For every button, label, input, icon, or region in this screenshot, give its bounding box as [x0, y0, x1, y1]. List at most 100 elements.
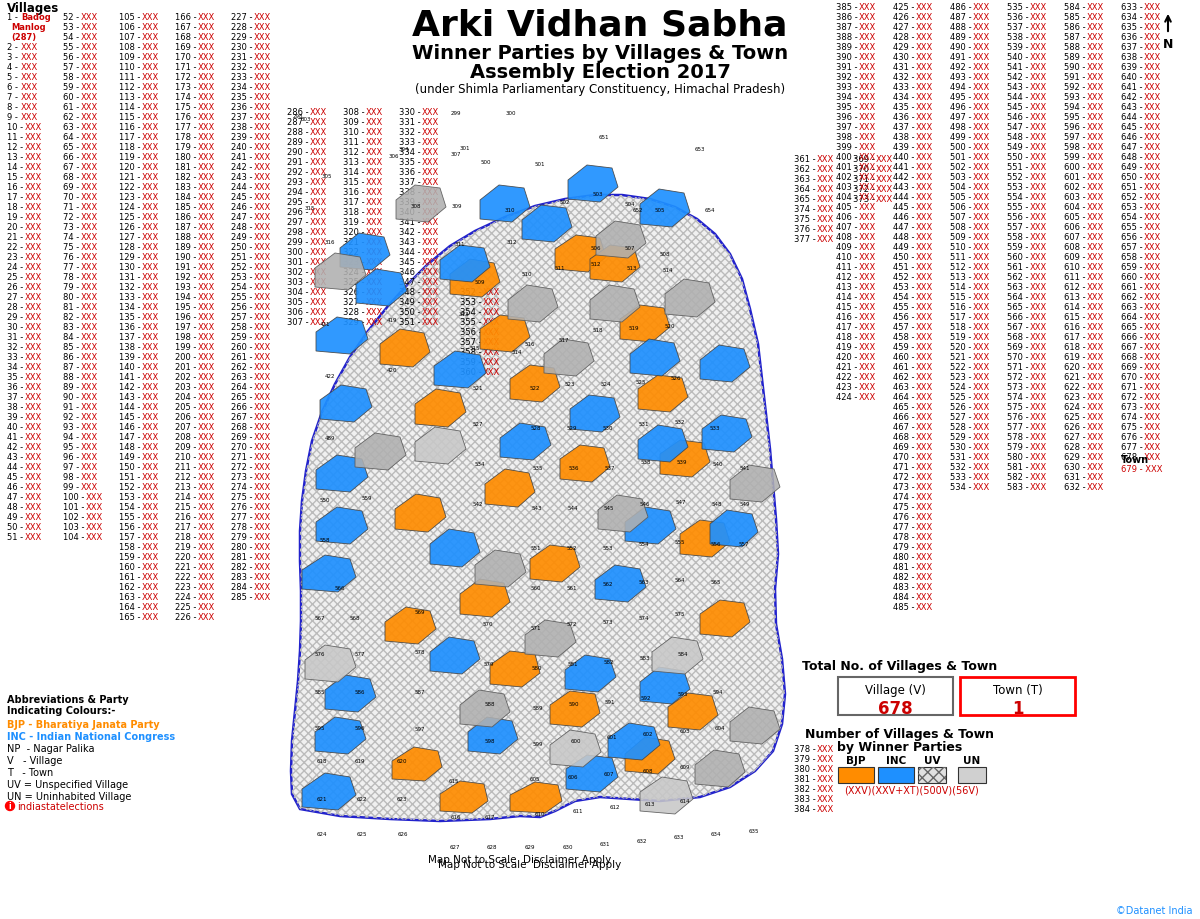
- Text: XXX: XXX: [20, 53, 37, 62]
- Text: 300: 300: [505, 110, 516, 116]
- Text: XXX: XXX: [253, 562, 271, 572]
- Text: 228 -: 228 -: [232, 23, 252, 32]
- Polygon shape: [480, 315, 530, 353]
- Text: 199 -: 199 -: [175, 343, 197, 352]
- Text: XXX: XXX: [816, 185, 834, 194]
- Text: 225 -: 225 -: [175, 602, 197, 611]
- Text: XXX: XXX: [310, 148, 326, 157]
- Polygon shape: [554, 236, 606, 273]
- Text: 311 -: 311 -: [343, 138, 365, 147]
- Text: XXX: XXX: [1144, 193, 1160, 202]
- Polygon shape: [530, 545, 580, 583]
- Text: 111 -: 111 -: [119, 73, 140, 82]
- Text: XXX: XXX: [142, 222, 158, 232]
- Text: 515: 515: [469, 346, 480, 350]
- Text: XXX: XXX: [1086, 53, 1104, 62]
- Text: XXX: XXX: [142, 173, 158, 182]
- Text: 112 -: 112 -: [119, 83, 140, 92]
- Text: 248 -: 248 -: [232, 222, 252, 232]
- Text: XXX: XXX: [1086, 13, 1104, 22]
- Text: 65 -: 65 -: [64, 142, 79, 152]
- Text: 503: 503: [593, 192, 604, 198]
- Text: 622 -: 622 -: [1064, 382, 1086, 391]
- Text: XXX: XXX: [82, 173, 98, 182]
- Text: 58 -: 58 -: [64, 73, 79, 82]
- Text: XXX: XXX: [310, 118, 326, 127]
- Text: XXX: XXX: [198, 542, 215, 551]
- Text: XXX: XXX: [916, 583, 932, 591]
- Text: 156 -: 156 -: [119, 522, 140, 531]
- Text: XXX: XXX: [916, 142, 932, 152]
- Text: 481 -: 481 -: [893, 562, 914, 572]
- Text: 214 -: 214 -: [175, 493, 197, 502]
- Text: XXX: XXX: [1030, 423, 1046, 432]
- Text: 209 -: 209 -: [175, 443, 197, 451]
- Text: 629 -: 629 -: [1064, 452, 1086, 461]
- Text: XXX: XXX: [916, 153, 932, 162]
- Text: 578: 578: [415, 649, 425, 653]
- Text: XXX: XXX: [916, 573, 932, 582]
- Text: 232 -: 232 -: [232, 62, 252, 72]
- Text: 245 -: 245 -: [232, 193, 252, 202]
- Text: 34 -: 34 -: [7, 363, 23, 371]
- Text: 454 -: 454 -: [893, 292, 914, 301]
- Text: 291 -: 291 -: [287, 158, 308, 167]
- Text: 241 -: 241 -: [232, 153, 252, 162]
- Text: XXX: XXX: [421, 288, 439, 297]
- Text: 126 -: 126 -: [119, 222, 140, 232]
- Text: XXX: XXX: [1144, 302, 1160, 312]
- Text: XXX: XXX: [198, 213, 215, 221]
- Text: 623 -: 623 -: [1064, 392, 1086, 402]
- Text: 7 -: 7 -: [7, 93, 18, 102]
- Text: 469 -: 469 -: [893, 443, 914, 451]
- Text: 516: 516: [524, 342, 535, 347]
- Text: 539 -: 539 -: [1007, 43, 1028, 52]
- Text: XXX: XXX: [858, 292, 876, 301]
- Text: 541 -: 541 -: [1007, 62, 1028, 72]
- Text: XXX: XXX: [1086, 273, 1104, 282]
- Text: 56 -: 56 -: [64, 53, 79, 62]
- Text: XXX: XXX: [858, 183, 876, 192]
- Text: XXX: XXX: [972, 213, 990, 221]
- Text: XXX: XXX: [82, 263, 98, 272]
- Text: 441 -: 441 -: [893, 163, 914, 172]
- Text: 382 -: 382 -: [794, 784, 816, 793]
- Text: 586 -: 586 -: [1064, 23, 1086, 32]
- Text: 579: 579: [484, 662, 494, 667]
- Text: 531 -: 531 -: [950, 452, 972, 461]
- Text: XXX: XXX: [916, 283, 932, 291]
- Text: XXX: XXX: [198, 452, 215, 461]
- Text: 627: 627: [450, 845, 461, 849]
- Text: 648 -: 648 -: [1121, 153, 1142, 162]
- Text: XXX: XXX: [1030, 333, 1046, 342]
- Text: XXX: XXX: [858, 302, 876, 312]
- Text: XXX: XXX: [1086, 312, 1104, 322]
- Text: XXX: XXX: [25, 372, 42, 381]
- Text: 361 -: 361 -: [794, 154, 816, 164]
- Text: XXX: XXX: [972, 203, 990, 211]
- Text: XXX: XXX: [142, 462, 158, 471]
- Text: 310: 310: [505, 208, 515, 212]
- Text: 384 -: 384 -: [794, 804, 816, 813]
- Text: 508: 508: [660, 252, 671, 257]
- Text: 447 -: 447 -: [893, 222, 914, 232]
- Text: 592: 592: [641, 695, 652, 699]
- Text: XXX: XXX: [1086, 83, 1104, 92]
- Text: 532 -: 532 -: [950, 462, 972, 471]
- Text: 564: 564: [674, 577, 685, 582]
- Text: 498 -: 498 -: [950, 123, 972, 131]
- Text: 491 -: 491 -: [950, 53, 971, 62]
- Text: 20 -: 20 -: [7, 222, 23, 232]
- Text: XXX: XXX: [310, 198, 326, 207]
- Text: 552 -: 552 -: [1007, 173, 1028, 182]
- Text: XXX: XXX: [1030, 123, 1046, 131]
- Text: 592 -: 592 -: [1064, 83, 1085, 92]
- Text: XXX: XXX: [198, 323, 215, 332]
- Text: 153 -: 153 -: [119, 493, 140, 502]
- Text: 659 -: 659 -: [1121, 263, 1142, 272]
- Text: XXX: XXX: [142, 292, 158, 301]
- Text: XXX: XXX: [858, 3, 876, 12]
- Text: 151 -: 151 -: [119, 472, 140, 482]
- Text: 166 -: 166 -: [175, 13, 197, 22]
- Text: XXX: XXX: [198, 522, 215, 531]
